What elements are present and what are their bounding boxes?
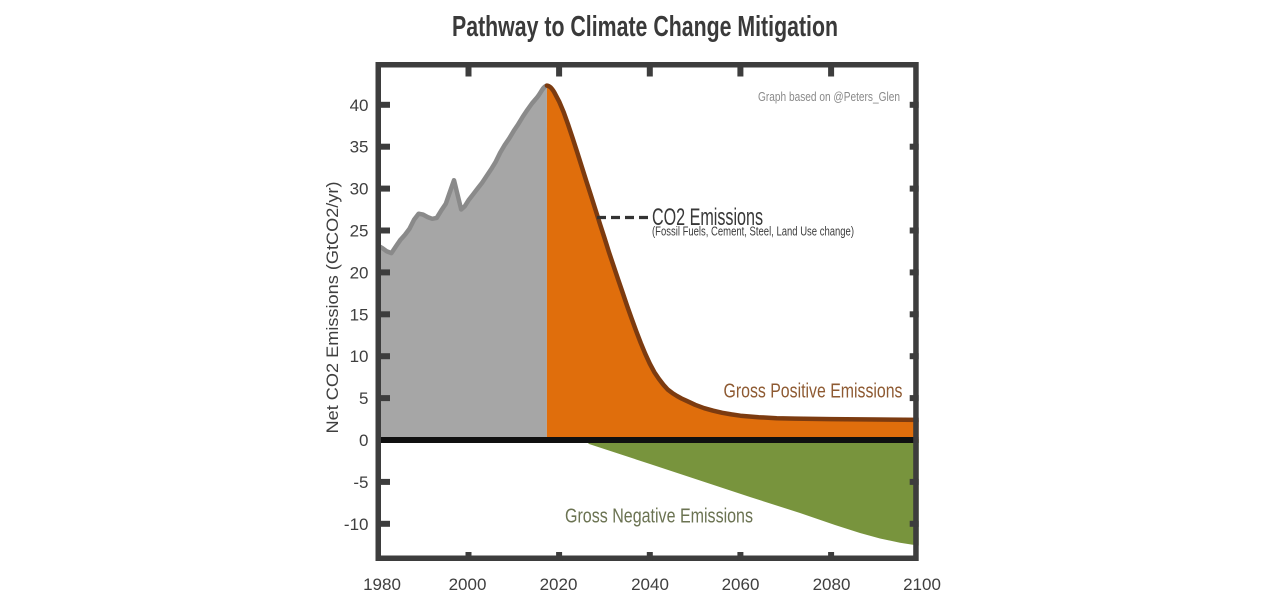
svg-text:Gross Positive Emissions: Gross Positive Emissions <box>724 381 903 403</box>
svg-text:CO2 Emissions: CO2 Emissions <box>652 204 763 231</box>
svg-text:2060: 2060 <box>722 575 760 594</box>
svg-text:Gross Negative Emissions: Gross Negative Emissions <box>565 506 753 528</box>
svg-text:(Fossil Fuels, Cement, Steel,: (Fossil Fuels, Cement, Steel, Land Use c… <box>652 225 854 239</box>
svg-text:2100: 2100 <box>903 575 941 594</box>
svg-text:2040: 2040 <box>631 575 669 594</box>
svg-text:15: 15 <box>350 305 369 324</box>
svg-text:Net CO2 Emissions (GtCO2/yr): Net CO2 Emissions (GtCO2/yr) <box>324 182 342 434</box>
svg-text:Pathway to Climate Change Miti: Pathway to Climate Change Mitigation <box>452 11 838 43</box>
svg-text:25: 25 <box>350 222 369 241</box>
svg-text:1980: 1980 <box>363 575 401 594</box>
svg-text:2080: 2080 <box>813 575 851 594</box>
svg-text:40: 40 <box>350 96 369 115</box>
svg-text:10: 10 <box>350 347 369 366</box>
svg-text:2020: 2020 <box>540 575 578 594</box>
svg-text:30: 30 <box>350 180 369 199</box>
svg-text:35: 35 <box>350 138 369 157</box>
svg-text:-10: -10 <box>344 515 369 534</box>
svg-text:-5: -5 <box>353 473 368 492</box>
svg-text:2000: 2000 <box>449 575 487 594</box>
svg-text:20: 20 <box>350 263 369 282</box>
svg-text:5: 5 <box>359 389 368 408</box>
svg-text:Graph based on @Peters_Glen: Graph based on @Peters_Glen <box>758 89 900 104</box>
svg-text:0: 0 <box>359 431 368 450</box>
